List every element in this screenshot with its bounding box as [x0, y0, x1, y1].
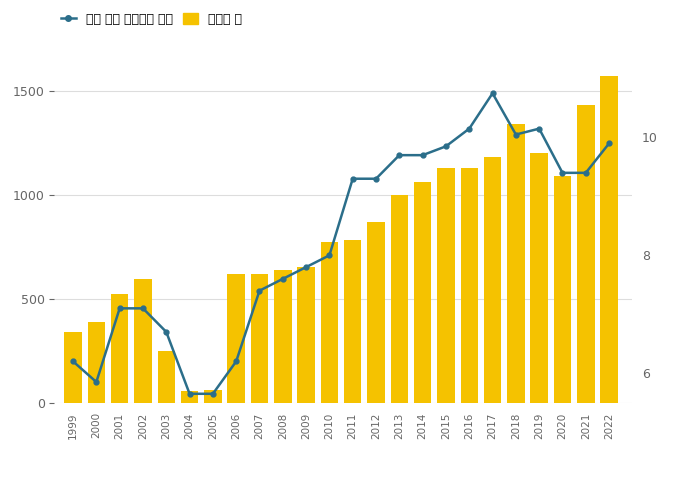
Bar — [367, 222, 385, 403]
Bar — [414, 182, 431, 403]
Bar — [530, 153, 548, 403]
Bar — [274, 270, 292, 403]
Bar — [437, 167, 455, 403]
Bar — [88, 322, 105, 403]
Bar — [484, 157, 501, 403]
Bar — [390, 194, 408, 403]
Bar — [577, 105, 594, 403]
Bar — [227, 273, 245, 403]
Bar — [251, 273, 268, 403]
Bar — [65, 332, 82, 403]
Bar — [181, 391, 199, 403]
Bar — [111, 295, 129, 403]
Bar — [507, 124, 524, 403]
Bar — [554, 176, 571, 403]
Bar — [297, 268, 315, 403]
Bar — [344, 241, 362, 403]
Legend: 전체 학생 중여학생 비율, 여학생 수: 전체 학생 중여학생 비율, 여학생 수 — [61, 13, 241, 26]
Bar — [600, 76, 618, 403]
Bar — [134, 279, 152, 403]
Bar — [321, 243, 338, 403]
Bar — [460, 167, 478, 403]
Bar — [204, 390, 222, 403]
Bar — [158, 351, 175, 403]
